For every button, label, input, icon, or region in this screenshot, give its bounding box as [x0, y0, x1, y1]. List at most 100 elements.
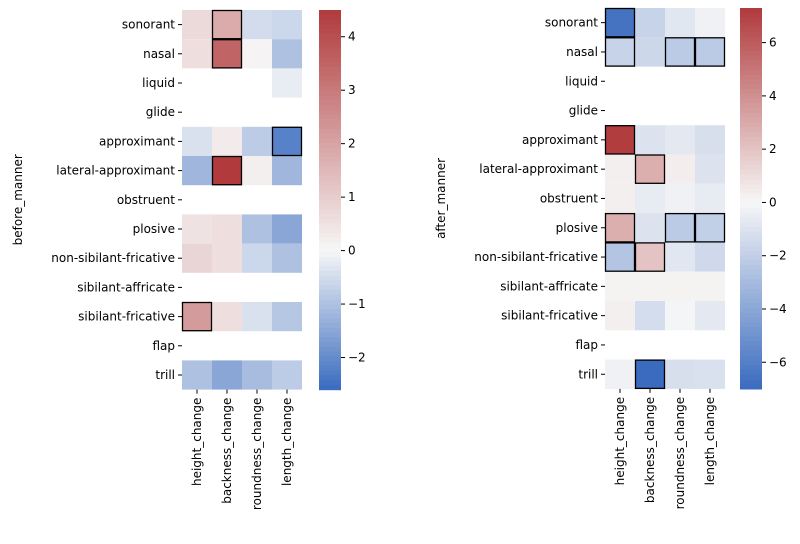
colorbar-tick-label: −4 [769, 302, 787, 316]
colorbar-segment [740, 112, 762, 119]
colorbar-segment [319, 171, 341, 177]
colorbar-segment [319, 233, 341, 239]
colorbar-segment [319, 19, 341, 25]
heatmap-cell [182, 10, 212, 40]
colorbar-segment [740, 50, 762, 57]
x-tick-label: length_change [703, 397, 717, 485]
colorbar-segment [319, 52, 341, 59]
x-tick-label: length_change [280, 398, 294, 486]
colorbar-segment [319, 38, 341, 44]
y-tick-label: flap [575, 338, 598, 352]
heatmap-cell [605, 154, 635, 184]
colorbar-segment [319, 384, 341, 391]
colorbar-segment [740, 155, 762, 161]
heatmap-cell [605, 8, 635, 38]
colorbar-segment [319, 24, 341, 30]
colorbar-segment [740, 312, 762, 319]
colorbar-segment [740, 274, 762, 280]
highlight-border [604, 37, 636, 67]
colorbar-segment [319, 152, 341, 158]
colorbar-segment [740, 46, 762, 52]
colorbar-segment [740, 65, 762, 71]
colorbar-segment [319, 47, 341, 54]
colorbar-tick-label: 0 [769, 195, 777, 209]
colorbar-segment [740, 293, 762, 300]
highlight-border [604, 7, 636, 38]
heatmap-cell [635, 125, 665, 155]
colorbar-segment [319, 280, 341, 286]
heatmap-cell [242, 39, 272, 69]
y-tick-label: sibilant-fricative [501, 309, 598, 323]
colorbar-segment [319, 180, 341, 187]
heatmap-cell [665, 213, 695, 243]
heatmap-cell [605, 37, 635, 67]
colorbar-segment [319, 66, 341, 73]
heatmap-cell [695, 359, 725, 389]
colorbar-segment [740, 27, 762, 33]
heatmap-cell [635, 183, 665, 214]
colorbar-segment [319, 57, 341, 63]
heatmap-cell [212, 10, 242, 40]
colorbar-segment [740, 365, 762, 371]
heatmap-cell [635, 242, 665, 272]
y-tick-label: plosive [133, 222, 175, 236]
heatmap-cell [635, 301, 665, 331]
heatmap-cell [695, 37, 725, 67]
heatmap-cell [665, 8, 695, 38]
heatmap-cell [605, 301, 635, 331]
heatmap-cell [212, 214, 242, 244]
colorbar-segment [740, 198, 762, 204]
heatmap-cell [695, 301, 725, 331]
heatmap-after-manner: sonorant nasal liquid glide approximant later… [434, 7, 787, 509]
heatmap-cell [665, 359, 695, 389]
heatmap-cell [605, 125, 635, 155]
colorbar-segment [740, 41, 762, 47]
colorbar-segment [740, 79, 762, 85]
colorbar-segment [740, 84, 762, 90]
heatmap-cell [182, 360, 212, 390]
colorbar-segment [319, 209, 341, 215]
colorbar-segment [319, 327, 341, 334]
heatmap-cell [695, 213, 725, 243]
colorbar-segment [319, 251, 341, 258]
heatmap-cell [665, 125, 695, 155]
colorbar-segment [319, 100, 341, 106]
y-tick-label: obstruent [540, 191, 598, 205]
colorbar-segment [319, 361, 341, 367]
colorbar-segment [740, 141, 762, 147]
heatmap-cell [182, 243, 212, 273]
colorbar-segment [740, 60, 762, 66]
highlight-border [664, 37, 696, 67]
colorbar-segment [319, 275, 341, 282]
highlight-border [694, 212, 726, 243]
colorbar-tick-label: 4 [769, 89, 777, 103]
colorbar-segment [319, 114, 341, 120]
colorbar-segment [319, 62, 341, 68]
colorbar-segment [319, 104, 341, 111]
colorbar-segment [740, 227, 762, 233]
colorbar-segment [319, 157, 341, 163]
colorbar-segment [319, 214, 341, 220]
colorbar-segment [740, 346, 762, 352]
colorbar-segment [319, 76, 341, 82]
y-axis-label: after_manner [434, 158, 448, 239]
y-tick-label: trill [578, 367, 598, 381]
colorbar-segment [740, 93, 762, 100]
colorbar-segment [740, 298, 762, 304]
colorbar-tick-label: −2 [769, 249, 787, 263]
colorbar-segment [319, 109, 341, 115]
colorbar-segment [740, 236, 762, 242]
highlight-border [634, 242, 666, 272]
colorbar-segment [319, 28, 341, 35]
colorbar-segment [319, 237, 341, 244]
colorbar-segment [740, 222, 762, 228]
y-tick-label: sonorant [545, 16, 598, 30]
heatmap-cell [635, 8, 665, 38]
heatmap-cell [212, 302, 242, 332]
colorbar-segment [740, 217, 762, 223]
colorbar-segment [740, 169, 762, 176]
colorbar-tick-label: 2 [348, 137, 356, 151]
colorbar-segment [740, 212, 762, 219]
heatmap-cell [272, 10, 302, 40]
colorbar-segment [319, 14, 341, 21]
